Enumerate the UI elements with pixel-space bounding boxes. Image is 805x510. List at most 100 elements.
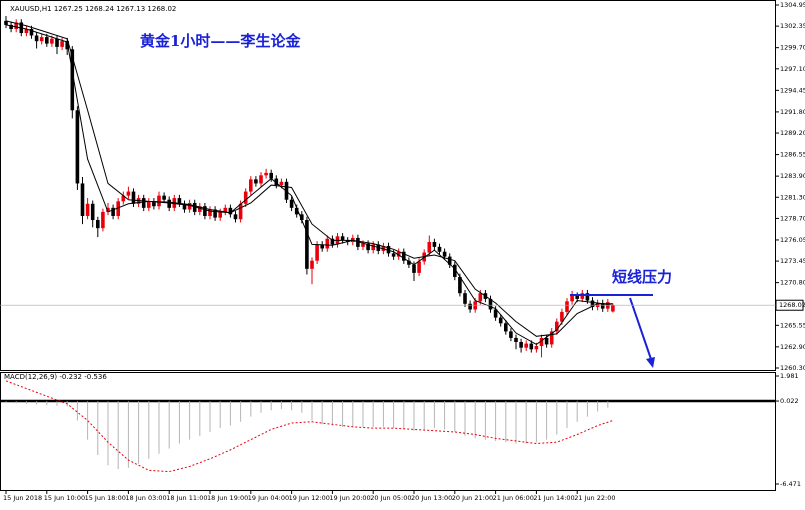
candle-body: [147, 201, 151, 208]
y-tick-label: 1286.55: [780, 151, 805, 159]
x-tick-label: 20 Jun 13:00: [411, 494, 452, 502]
candle-body: [198, 206, 202, 212]
candle-body: [417, 261, 421, 273]
y-tick-label: 1281.30: [780, 193, 805, 201]
candle-body: [167, 199, 171, 208]
candle-body: [55, 38, 59, 47]
candle-body: [106, 207, 110, 212]
candle-body: [580, 293, 585, 299]
candle-body: [121, 195, 126, 202]
y-tick-label: 1273.45: [780, 257, 805, 265]
candle-body: [80, 183, 85, 216]
y-tick-label: 1260.30: [780, 364, 805, 372]
candle-body: [544, 337, 549, 345]
candle-body: [600, 302, 605, 309]
arrow-shaft: [629, 297, 653, 363]
candle-body: [90, 203, 95, 221]
candle-body: [396, 251, 401, 257]
candle-body: [488, 298, 493, 310]
y-tick-label: 1.981: [780, 372, 799, 380]
candle-body: [177, 198, 182, 204]
candle-body: [320, 244, 324, 249]
candle-body: [611, 305, 615, 312]
chart-title: 黄金1小时——李生论金: [140, 32, 301, 50]
candle-body: [529, 343, 534, 350]
candle-body: [34, 35, 39, 42]
candle-body: [238, 203, 243, 220]
x-tick-label: 15 Jun 18:00: [85, 494, 126, 502]
candle-body: [111, 207, 115, 216]
macd-signal: -0.536: [84, 373, 107, 381]
y-tick-label: 1278.70: [780, 214, 805, 222]
candle-body: [468, 303, 472, 310]
candle-body: [325, 238, 330, 249]
arrow-head: [646, 357, 655, 368]
candle-body: [412, 264, 416, 273]
candle-body: [70, 49, 75, 111]
candle-body: [9, 24, 13, 29]
x-tick-label: 21 Jun 14:00: [533, 494, 574, 502]
candle-body: [75, 110, 80, 184]
y-tick-label: 1297.10: [780, 65, 805, 73]
candle-body: [126, 191, 131, 196]
annotation: 短线压力: [612, 268, 672, 286]
y-tick-label: 1283.90: [780, 172, 805, 180]
candle-body: [432, 241, 437, 247]
candle-body: [228, 207, 233, 215]
candle-body: [294, 207, 299, 215]
candle-body: [371, 244, 375, 251]
candle-body: [463, 293, 467, 304]
candle-body: [570, 295, 574, 302]
candle-body: [152, 201, 156, 207]
moving-average: [5, 24, 613, 346]
y-tick-label: 0.022: [780, 397, 799, 405]
candle-body: [14, 22, 18, 29]
candle-body: [60, 41, 64, 47]
macd-main: -0.232: [59, 373, 82, 381]
candle-body: [254, 179, 258, 184]
candle-body: [427, 241, 432, 253]
candle-body: [4, 20, 8, 25]
candle-body: [560, 311, 564, 322]
y-tick-label: 1302.35: [780, 22, 805, 30]
candle-body: [524, 343, 528, 348]
candle-body: [391, 253, 396, 257]
x-tick-label: 19 Jun 12:00: [289, 494, 330, 502]
candle-body: [442, 251, 447, 257]
x-tick-label: 18 Jun 11:00: [166, 494, 207, 502]
candle-body: [585, 293, 590, 301]
candle-body: [116, 201, 120, 216]
x-tick-label: 19 Jun 04:00: [248, 494, 289, 502]
candle-body: [39, 37, 44, 42]
candle-body: [182, 203, 187, 210]
x-tick-label: 19 Jun 20:00: [329, 494, 370, 502]
candle-body: [504, 323, 508, 332]
macd-header: MACD(12,26,9) -0.232 -0.536: [4, 373, 107, 381]
candle-body: [356, 237, 360, 247]
candle-body: [274, 178, 279, 186]
candle-body: [85, 203, 90, 216]
symbol: XAUUSD,H1: [10, 5, 52, 13]
candle-body: [458, 276, 462, 294]
candle-body: [157, 195, 161, 207]
candle-body: [233, 214, 238, 220]
candle-body: [361, 243, 365, 247]
x-tick-label: 15 Jun 10:00: [44, 494, 85, 502]
y-tick-label: 1299.70: [780, 44, 805, 52]
candle-body: [493, 309, 498, 318]
close: 1268.02: [147, 5, 176, 13]
candle-body: [305, 220, 309, 269]
candle-body: [29, 28, 34, 36]
y-tick-label: -6.471: [780, 480, 801, 488]
candle-body: [223, 207, 228, 212]
candle-body: [549, 331, 554, 345]
candle-body: [96, 220, 100, 229]
candle-body: [192, 202, 197, 212]
candle-body: [437, 246, 442, 252]
candle-body: [264, 172, 268, 176]
high: 1268.24: [85, 5, 114, 13]
candle-body: [279, 181, 284, 186]
candle-body: [65, 41, 69, 50]
macd-signal-line: [5, 380, 614, 473]
candle-body: [269, 172, 273, 179]
